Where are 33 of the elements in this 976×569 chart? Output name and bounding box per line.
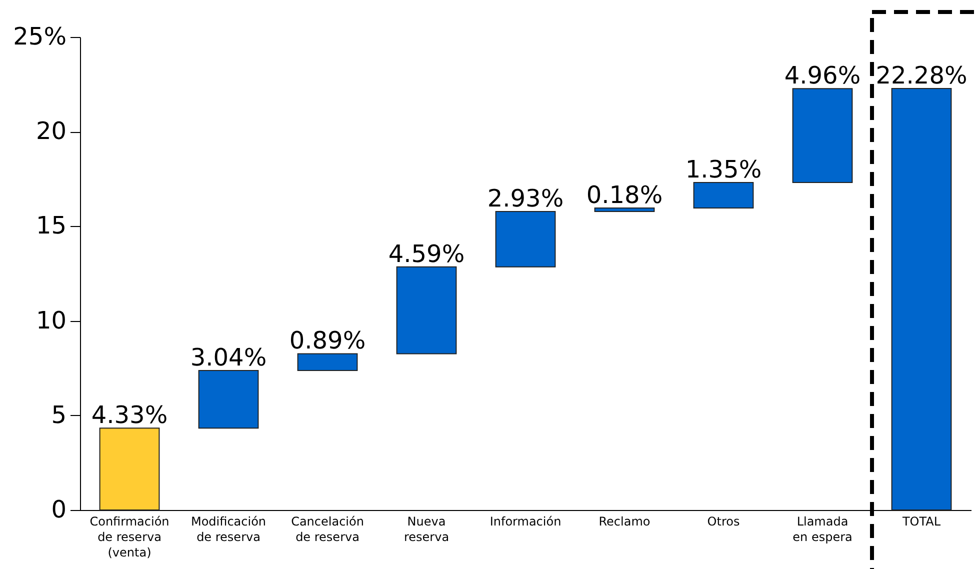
data-label: 0.89%: [289, 326, 366, 355]
x-tick-label: Llamada en espera: [792, 514, 852, 544]
x-tick-label: Modificación de reserva: [190, 514, 266, 544]
x-tick-label: Confirmación de reserva (venta): [90, 514, 170, 560]
bar: [792, 88, 853, 183]
bar: [198, 370, 259, 429]
x-tick-label: Otros: [707, 514, 740, 528]
data-label: 4.96%: [784, 62, 861, 90]
data-label: 0.18%: [586, 181, 663, 210]
data-label: 2.93%: [487, 184, 564, 212]
y-tick-label: 15: [36, 212, 66, 240]
bar: [99, 428, 160, 510]
bar: [891, 88, 952, 510]
data-label: 1.35%: [685, 155, 762, 184]
y-tick-label: 5: [51, 400, 66, 429]
data-label: 4.33%: [91, 401, 168, 430]
y-tick-label: 25%: [13, 22, 66, 50]
bar: [693, 182, 754, 209]
data-label: 22.28%: [876, 61, 968, 90]
x-tick-label: Información: [490, 514, 562, 528]
y-tick-label: 0: [51, 496, 66, 524]
bar: [396, 266, 457, 354]
y-tick-label: 10: [36, 306, 66, 334]
bar: [495, 210, 556, 268]
x-tick-label: Nueva reserva: [404, 514, 450, 544]
data-label: 3.04%: [190, 344, 267, 372]
x-tick-label: TOTAL: [901, 514, 941, 528]
data-label: 4.59%: [388, 240, 465, 268]
bar: [594, 208, 655, 212]
x-tick-label: Reclamo: [598, 514, 650, 528]
x-tick-label: Cancelación de reserva: [291, 514, 364, 544]
y-tick-label: 20: [36, 117, 66, 146]
bar: [297, 353, 358, 372]
